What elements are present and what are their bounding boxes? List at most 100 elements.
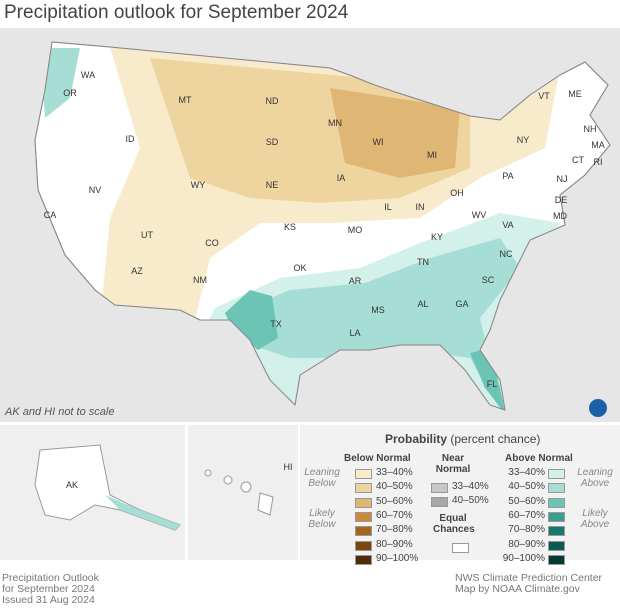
hawaii-inset: HI — [188, 425, 298, 560]
state-label-va: VA — [502, 220, 513, 230]
state-label-mo: MO — [348, 225, 363, 235]
above-label: 80–90% — [508, 538, 545, 550]
footer-line: Map by NOAA Climate.gov — [455, 583, 580, 595]
state-label-wy: WY — [191, 180, 206, 190]
above-swatch — [548, 554, 565, 565]
footer-line: Precipitation Outlook — [2, 572, 99, 584]
near-swatch — [431, 497, 448, 508]
state-label-nm: NM — [193, 275, 207, 285]
state-label-al: AL — [417, 299, 428, 309]
below-label: 50–60% — [376, 495, 413, 507]
footer-line: for September 2024 — [2, 583, 95, 595]
state-label-nd: ND — [266, 96, 279, 106]
below-label: 80–90% — [376, 538, 413, 550]
below-label: 40–50% — [376, 481, 413, 493]
leaning-below-label: Leaning Below — [304, 467, 340, 489]
state-label-co: CO — [205, 238, 219, 248]
footer-right: NWS Climate Prediction Center Map by NOAA… — [455, 573, 602, 595]
state-label-ri: RI — [594, 157, 603, 167]
state-label-wa: WA — [81, 70, 95, 80]
state-label-la: LA — [349, 328, 360, 338]
legend-title: Probability — [385, 432, 448, 446]
footer-line: Issued 31 Aug 2024 — [2, 594, 95, 606]
state-label-mn: MN — [328, 118, 342, 128]
state-label-nv: NV — [89, 185, 102, 195]
above-swatch — [548, 511, 565, 522]
state-label-oh: OH — [450, 188, 464, 198]
below-header: Below Normal — [344, 453, 411, 464]
below-label: 33–40% — [376, 467, 413, 478]
state-label-ct: CT — [572, 155, 584, 165]
below-swatch — [355, 526, 372, 537]
below-swatch — [355, 540, 372, 551]
state-label-ak: AK — [66, 480, 78, 490]
page-title: Precipitation outlook for September 2024 — [4, 2, 349, 23]
state-label-ok: OK — [293, 263, 306, 273]
state-label-nj: NJ — [557, 174, 568, 184]
legend: Probability (percent chance) Below Norma… — [300, 425, 620, 565]
state-label-ms: MS — [371, 305, 385, 315]
above-label: 33–40% — [508, 467, 545, 478]
alaska-inset: AK — [0, 425, 185, 560]
scale-note: AK and HI not to scale — [5, 406, 115, 418]
state-label-ne: NE — [266, 180, 279, 190]
above-label: 70–80% — [508, 524, 545, 536]
above-50-60-fl-region — [470, 348, 505, 410]
above-label: 50–60% — [508, 495, 545, 507]
above-swatch — [548, 526, 565, 537]
state-label-in: IN — [416, 202, 425, 212]
state-label-wi: WI — [373, 137, 384, 147]
state-label-ks: KS — [284, 222, 296, 232]
footer-left: Precipitation Outlook for September 2024 I… — [2, 573, 99, 606]
state-label-sc: SC — [482, 275, 495, 285]
near-header: Near Normal — [435, 453, 471, 475]
state-label-nh: NH — [584, 124, 597, 134]
below-swatch — [355, 554, 372, 565]
state-label-mt: MT — [179, 95, 192, 105]
conus-map: WA OR ID NV CA MT WY UT CO AZ NM ND SD NE KS OK TX MN IA MO… — [0, 28, 620, 422]
above-label: 90–100% — [502, 552, 545, 564]
state-label-tx: TX — [270, 319, 282, 329]
state-label-vt: VT — [538, 91, 550, 101]
above-label: 60–70% — [508, 509, 545, 521]
above-label: 40–50% — [508, 481, 545, 493]
above-swatch — [548, 469, 565, 479]
state-label-or: OR — [63, 88, 77, 98]
likely-above-label: Likely Above — [580, 508, 610, 530]
above-40-50-region — [235, 238, 520, 410]
below-swatch — [355, 469, 372, 479]
state-label-ga: GA — [455, 299, 468, 309]
below-swatch — [355, 497, 372, 508]
state-label-id: ID — [126, 134, 136, 144]
state-label-az: AZ — [131, 266, 143, 276]
above-50-60-tx-region — [225, 290, 278, 350]
near-label: 40–50% — [452, 495, 489, 507]
near-swatch — [431, 483, 448, 493]
state-label-pa: PA — [502, 171, 513, 181]
state-label-sd: SD — [266, 137, 279, 147]
state-label-ma: MA — [591, 140, 605, 150]
state-label-ut: UT — [141, 230, 153, 240]
leaning-above-label: Leaning Above — [577, 467, 613, 489]
state-label-ia: IA — [337, 173, 346, 183]
state-label-de: DE — [555, 195, 568, 205]
state-label-il: IL — [384, 202, 392, 212]
legend-subtitle: (percent chance) — [450, 432, 541, 446]
map-svg: WA OR ID NV CA MT WY UT CO AZ NM ND SD NE KS OK TX MN IA MO… — [34, 41, 611, 417]
above-swatch — [548, 483, 565, 494]
above-swatch — [548, 497, 565, 508]
above-swatch — [548, 540, 565, 551]
below-label: 90–100% — [376, 552, 419, 564]
state-label-ar: AR — [349, 276, 362, 286]
state-label-wv: WV — [472, 210, 487, 220]
state-label-hi: HI — [284, 462, 293, 472]
state-label-tn: TN — [417, 257, 429, 267]
above-header: Above Normal — [505, 453, 573, 464]
below-label: 60–70% — [376, 509, 413, 521]
equal-chances-label: Equal Chances — [433, 513, 475, 535]
state-label-fl: FL — [487, 379, 498, 389]
state-label-ky: KY — [431, 232, 443, 242]
below-swatch — [355, 511, 372, 522]
near-label: 33–40% — [452, 481, 489, 492]
equal-chances-swatch — [452, 543, 469, 553]
